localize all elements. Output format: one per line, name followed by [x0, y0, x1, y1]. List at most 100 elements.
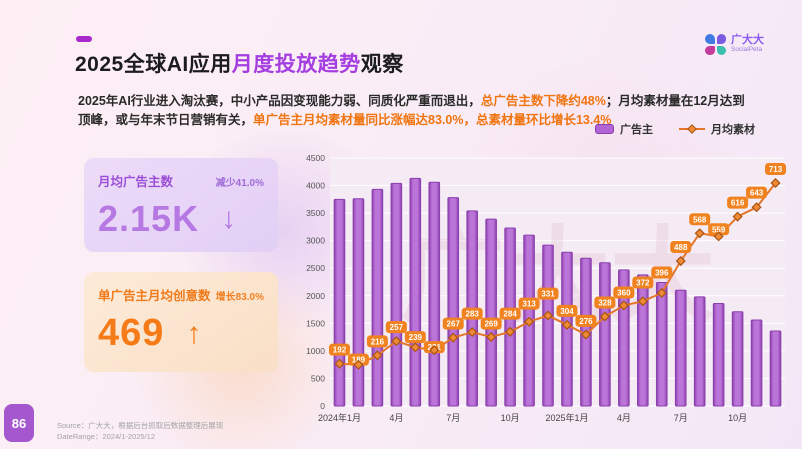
line-marker	[486, 331, 497, 343]
line-data-label	[556, 304, 578, 317]
line-data-label-text: 276	[579, 317, 593, 326]
bar	[712, 302, 725, 407]
y-tick-label: 0	[320, 401, 325, 411]
line-data-label-text: 559	[712, 225, 726, 234]
line-marker	[410, 342, 421, 353]
stat-card-value: 469	[98, 312, 165, 354]
bar	[447, 197, 460, 407]
y-tick-label: 4500	[306, 153, 325, 163]
brand-name: 广大大	[731, 34, 764, 47]
line-data-label-text: 216	[371, 337, 385, 346]
bar	[409, 177, 422, 407]
title-dash	[76, 36, 92, 42]
line-marker	[713, 231, 724, 242]
line-data-label	[632, 276, 654, 289]
bar	[637, 274, 649, 407]
bar	[599, 262, 611, 407]
intro-highlight-advertisers: 总广告主数下降约48%	[480, 94, 606, 108]
line-data-label	[461, 307, 483, 320]
x-tick-label: 10月	[728, 413, 747, 423]
line-data-label-text: 192	[333, 346, 347, 355]
line-data-label	[537, 287, 559, 300]
line-data-label	[404, 331, 426, 344]
line-data-label	[499, 307, 521, 320]
line-data-label-text: 267	[447, 320, 461, 329]
line-data-label-text: 331	[541, 290, 555, 299]
bar	[371, 188, 384, 407]
line-marker	[448, 332, 459, 343]
y-tick-label: 4000	[306, 181, 325, 191]
line-marker	[429, 345, 440, 356]
line-data-label-text: 616	[731, 199, 745, 208]
bar-swatch-icon	[595, 124, 614, 134]
line-data-label	[746, 186, 768, 199]
line-marker	[675, 255, 686, 267]
line-data-label	[328, 343, 350, 356]
bar	[731, 311, 744, 407]
line-data-label	[385, 321, 407, 334]
legend-label: 广告主	[620, 124, 653, 136]
y-tick-label: 3000	[306, 236, 325, 246]
line-marker	[656, 287, 667, 298]
line-marker	[618, 300, 629, 311]
x-tick-label: 7月	[674, 413, 688, 423]
y-tick-label: 2500	[306, 263, 325, 273]
line-marker	[505, 326, 516, 337]
line-marker	[599, 311, 610, 322]
stat-card-badge: 减少41.0%	[215, 178, 264, 189]
line-data-label	[651, 266, 673, 279]
line-data-label-text: 568	[693, 215, 707, 224]
intro-text: ；月均素材量在12月达到顶峰，或与年末节日营销有关，	[78, 94, 745, 127]
line-marker	[467, 327, 478, 338]
bar	[390, 182, 403, 407]
line-data-label-text: 713	[769, 165, 783, 174]
line-data-label-text: 283	[466, 310, 480, 319]
title-highlight: 月度投放趋势	[231, 53, 361, 76]
line-marker	[637, 296, 648, 307]
line-data-label-text: 239	[409, 333, 423, 342]
stat-card-creatives-per-advertiser: 单广告主月均创意数 增长83.0% 469 ↑	[84, 272, 278, 372]
title-suffix: 观察	[360, 53, 404, 76]
line-marker	[334, 358, 345, 369]
chart-legend: 广告主 月均素材	[595, 121, 755, 137]
x-tick-label: 10月	[501, 413, 520, 423]
line-marker	[580, 329, 591, 340]
line-marker	[770, 177, 781, 189]
stat-card-value: 2.15K	[98, 198, 200, 239]
line-swatch-icon	[679, 124, 705, 134]
line-data-label	[518, 297, 540, 310]
down-arrow-icon: ↓	[221, 202, 237, 235]
line-data-label	[366, 335, 388, 348]
y-tick-label: 2000	[306, 291, 325, 301]
line-marker	[372, 350, 383, 361]
bar	[352, 198, 365, 407]
stat-card-label: 单广告主月均创意数	[98, 289, 211, 303]
line-marker	[751, 202, 762, 213]
title-prefix: 2025全球AI应用	[75, 53, 232, 76]
bar	[333, 198, 346, 407]
trend-chart-svg: 050010001500200025003000350040004500广大大2…	[306, 153, 787, 423]
x-tick-label: 7月	[446, 413, 460, 423]
line-data-label-text: 284	[503, 310, 517, 319]
brand-logo-icon	[705, 34, 726, 55]
source-line: Source：广大大，根据后台抓取后数据整理后展现	[57, 421, 224, 430]
bar	[655, 282, 668, 407]
line-data-label-text: 488	[674, 243, 688, 252]
line-data-label	[689, 213, 711, 226]
up-arrow-icon: ↑	[186, 316, 202, 350]
y-tick-label: 500	[311, 373, 325, 383]
stat-card-badge: 增长83.0%	[215, 292, 264, 303]
line-marker	[561, 319, 573, 330]
line-marker	[732, 211, 743, 222]
daterange-line: DateRange：2024/1-2025/12	[57, 431, 155, 441]
line-data-label	[442, 317, 464, 330]
legend-item-creatives: 月均素材	[679, 121, 755, 137]
line-data-label	[613, 286, 635, 299]
line-marker	[391, 336, 402, 347]
intro-highlight-creatives: 单广告主月均素材量同比涨幅达83.0%，总素材量环比增长13.4%	[253, 113, 612, 127]
stat-card-monthly-advertisers: 月均广告主数 减少41.0% 2.15K ↓	[84, 158, 278, 252]
x-tick-label: 2025年1月	[545, 412, 588, 423]
stat-card-label: 月均广告主数	[98, 175, 174, 189]
line-marker	[542, 310, 554, 321]
